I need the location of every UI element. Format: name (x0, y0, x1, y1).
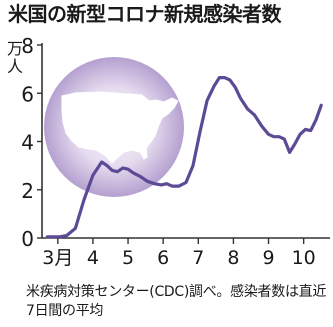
x-tick-label: 3月 (42, 247, 73, 269)
source-note: 米疾病対策センター(CDC)調べ。感染者数は直近7日間の平均 (26, 284, 327, 319)
axes-group (41, 43, 330, 239)
chart-title: 米国の新型コロナ新規感染者数 (8, 2, 282, 26)
y-axis-unit-label: 万人 (6, 39, 23, 76)
x-tick-label: 7 (192, 247, 204, 269)
x-tick-label: 9 (262, 247, 274, 269)
x-tick-label: 8 (227, 247, 239, 269)
series-line (45, 76, 323, 239)
x-tick-label: 6 (157, 247, 169, 269)
y-tick-label: 2 (21, 179, 34, 203)
ticks-group: 0 2 4 6 8 3月 4 5 6 7 8 9 10 (21, 34, 315, 269)
x-tick-label: 4 (87, 247, 99, 269)
y-tick-label: 0 (21, 227, 34, 251)
usa-map-illustration (44, 57, 184, 197)
y-tick-label: 4 (21, 131, 34, 155)
y-tick-label: 6 (21, 82, 34, 106)
usa-map-icon (61, 91, 179, 164)
x-tick-label: 10 (292, 247, 316, 269)
y-tick-label: 8 (21, 34, 34, 58)
x-tick-label: 5 (122, 247, 134, 269)
